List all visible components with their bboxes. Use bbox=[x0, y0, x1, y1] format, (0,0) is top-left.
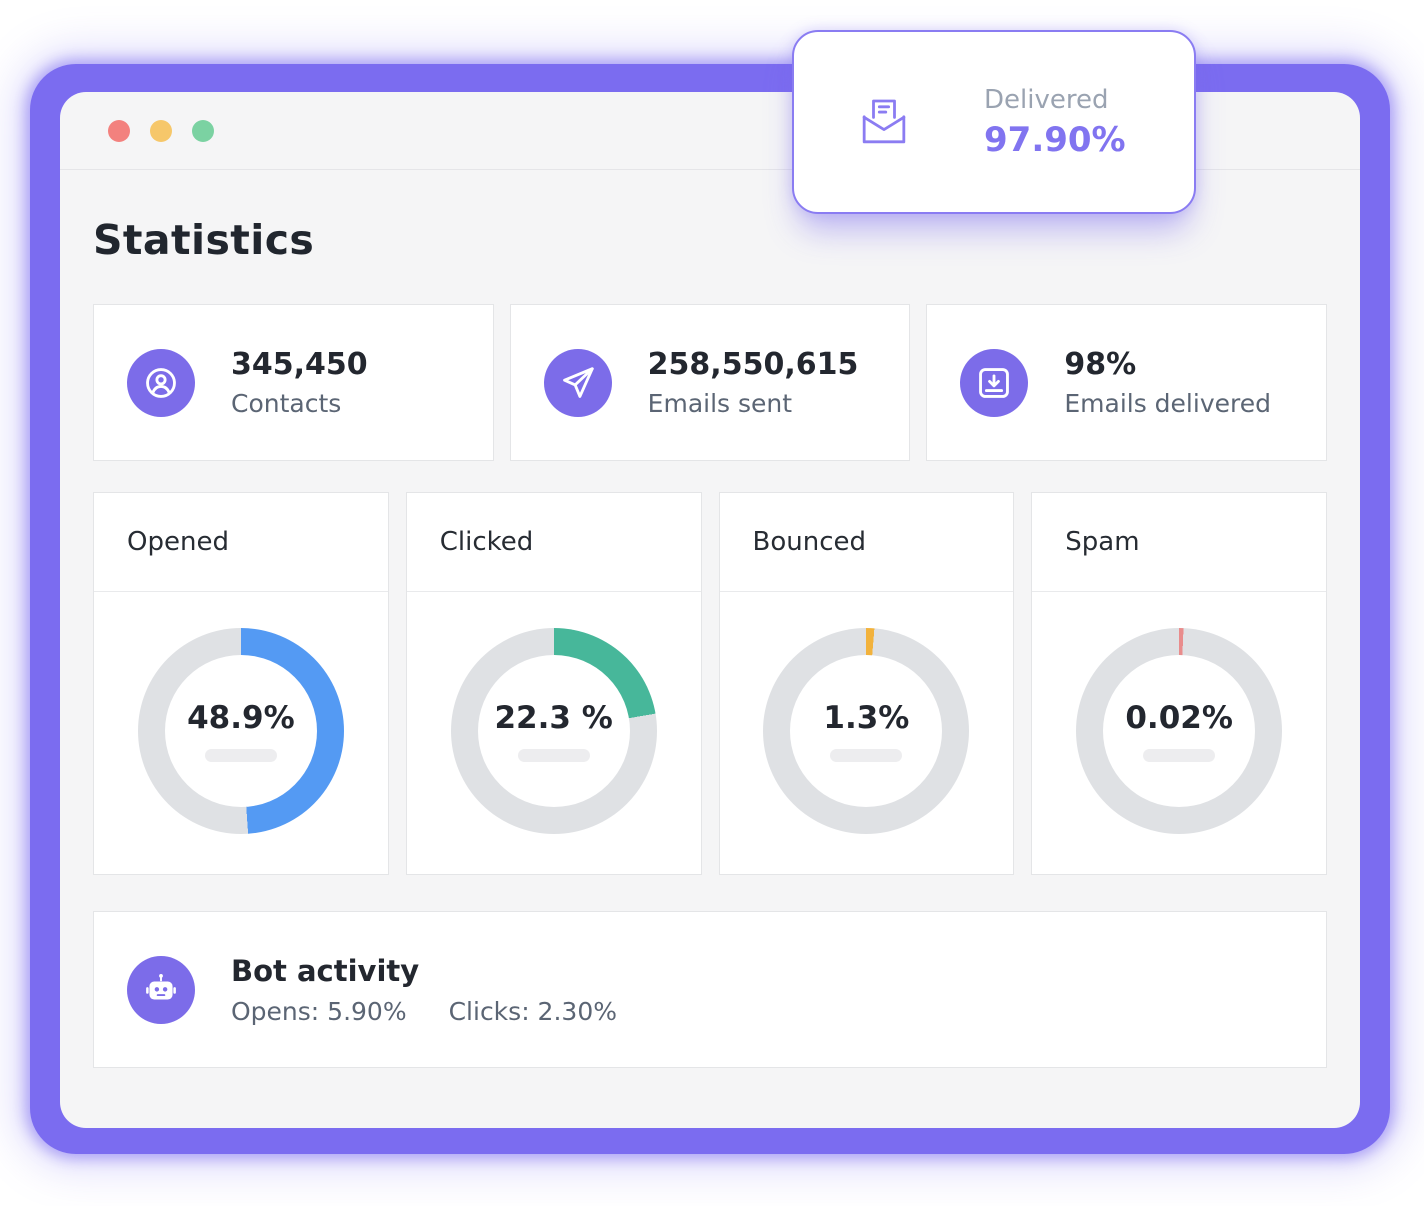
donut-card-clicked: Clicked 22.3 % bbox=[405, 492, 702, 875]
clicked-donut-chart: 22.3 % bbox=[450, 628, 657, 834]
delivered-badge: Delivered 97.90% bbox=[792, 30, 1196, 214]
stat-label: Emails sent bbox=[647, 389, 793, 418]
bot-activity-card: Bot activity Opens: 5.90% Clicks: 2.30% bbox=[93, 911, 1327, 1068]
donut-value: 48.9% bbox=[187, 700, 295, 736]
donut-placeholder-pill bbox=[517, 749, 590, 762]
donut-value: 0.02% bbox=[1125, 700, 1233, 736]
spam-donut-chart: 0.02% bbox=[1076, 628, 1283, 834]
contact-icon bbox=[127, 348, 195, 417]
donut-center: 22.3 % bbox=[477, 655, 630, 807]
donut-card-title: Opened bbox=[94, 493, 388, 592]
stat-card-emails-delivered: 98% Emails delivered bbox=[926, 304, 1328, 461]
stat-text: 98% Emails delivered bbox=[1064, 347, 1271, 418]
mail-delivered-icon bbox=[862, 99, 906, 144]
donut-center: 48.9% bbox=[164, 655, 317, 807]
stat-label: Contacts bbox=[231, 389, 342, 418]
donut-placeholder-pill bbox=[204, 749, 277, 762]
robot-icon bbox=[127, 955, 195, 1024]
traffic-light-zoom-button[interactable] bbox=[192, 119, 214, 142]
traffic-light-close-button[interactable] bbox=[108, 119, 130, 142]
bot-activity-stats: Opens: 5.90% Clicks: 2.30% bbox=[231, 997, 617, 1026]
app-window: Statistics 345,450 Co bbox=[60, 92, 1360, 1128]
stat-value: 258,550,615 bbox=[647, 347, 859, 382]
donut-card-title: Bounced bbox=[719, 493, 1014, 592]
stat-card-emails-sent: 258,550,615 Emails sent bbox=[509, 304, 911, 461]
bounced-donut-chart: 1.3% bbox=[763, 628, 970, 834]
stat-text: 345,450 Contacts bbox=[231, 347, 368, 418]
donut-chart-area: 0.02% bbox=[1032, 592, 1326, 874]
page-title: Statistics bbox=[93, 216, 315, 264]
donut-card-opened: Opened 48.9% bbox=[93, 492, 389, 875]
delivered-text: Delivered 97.90% bbox=[984, 85, 1126, 160]
donut-placeholder-pill bbox=[830, 749, 903, 762]
donut-chart-area: 22.3 % bbox=[407, 592, 701, 874]
donut-placeholder-pill bbox=[1143, 749, 1216, 762]
donut-value: 22.3 % bbox=[494, 700, 613, 736]
stat-value: 98% bbox=[1064, 347, 1137, 382]
donut-card-bounced: Bounced 1.3% bbox=[718, 492, 1015, 875]
donut-chart-area: 1.3% bbox=[720, 592, 1014, 874]
window-titlebar bbox=[60, 92, 1360, 170]
bot-clicks-value: Clicks: 2.30% bbox=[448, 996, 617, 1026]
donut-center: 1.3% bbox=[790, 655, 943, 807]
delivered-label: Delivered bbox=[984, 84, 1109, 115]
donut-value: 1.3% bbox=[823, 700, 910, 736]
stat-text: 258,550,615 Emails sent bbox=[648, 347, 859, 418]
stat-cards-row: 345,450 Contacts 258,550,615 bbox=[93, 304, 1328, 461]
donut-cards-row: Opened 48.9% Clicked bbox=[93, 492, 1327, 875]
donut-card-title: Spam bbox=[1032, 493, 1326, 592]
donut-card-title: Clicked bbox=[406, 493, 701, 592]
inbox-arrow-icon bbox=[960, 348, 1029, 417]
delivered-value: 97.90% bbox=[984, 119, 1126, 160]
stat-value: 345,450 bbox=[231, 347, 368, 382]
stat-card-contacts: 345,450 Contacts bbox=[93, 304, 494, 461]
main-content: Statistics 345,450 Co bbox=[60, 170, 1360, 1128]
donut-center: 0.02% bbox=[1103, 655, 1256, 807]
bot-opens-value: Opens: 5.90% bbox=[231, 996, 407, 1026]
stat-label: Emails delivered bbox=[1064, 389, 1271, 418]
opened-donut-chart: 48.9% bbox=[137, 628, 344, 834]
bot-activity-title: Bot activity bbox=[231, 953, 420, 988]
browser-frame: Statistics 345,450 Co bbox=[30, 64, 1390, 1154]
send-icon bbox=[543, 348, 612, 417]
donut-card-spam: Spam 0.02% bbox=[1031, 492, 1327, 875]
donut-chart-area: 48.9% bbox=[94, 592, 388, 874]
bot-activity-text: Bot activity Opens: 5.90% Clicks: 2.30% bbox=[231, 954, 617, 1026]
traffic-light-minimize-button[interactable] bbox=[150, 119, 172, 142]
